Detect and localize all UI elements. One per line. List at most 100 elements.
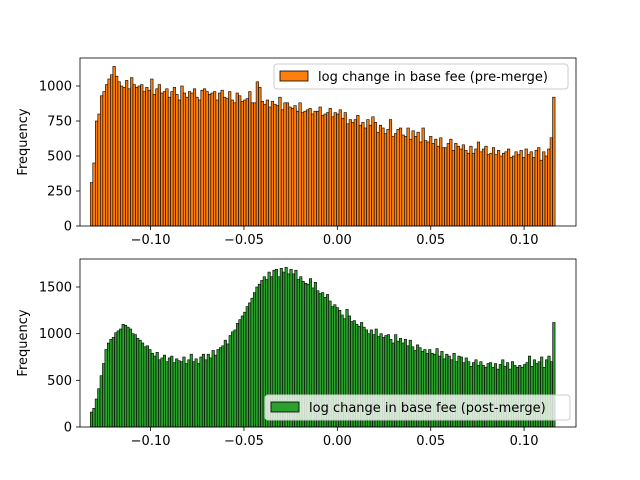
histogram-bar <box>223 339 227 428</box>
histogram-bar <box>280 109 285 227</box>
histogram-bar <box>107 78 111 227</box>
histogram-bar <box>326 112 330 227</box>
histogram-bar <box>527 154 531 227</box>
histogram-bar <box>177 360 181 428</box>
histogram-bar <box>97 113 101 227</box>
histogram-bar <box>371 116 375 227</box>
histogram-bar <box>401 134 405 227</box>
histogram-bar <box>205 91 209 227</box>
histogram-bar <box>109 338 113 428</box>
legend: log change in base fee (post-merge) <box>264 394 571 421</box>
histogram-bar <box>469 145 473 227</box>
histogram-bar <box>132 84 136 227</box>
x-tick-label: 0.10 <box>510 434 539 449</box>
histogram-bar <box>119 328 123 428</box>
histogram-bar <box>94 398 98 428</box>
histogram-bar <box>142 91 146 227</box>
histogram-bar <box>446 143 450 227</box>
histogram-bar <box>221 345 225 428</box>
histogram-bar <box>240 315 244 428</box>
x-tick-label: 0.05 <box>416 434 445 449</box>
histogram-bar <box>102 363 106 428</box>
histogram-bar <box>253 292 257 428</box>
y-tick-label: 0 <box>64 421 72 436</box>
histogram-bar <box>140 84 144 227</box>
histogram-bar <box>208 94 212 227</box>
histogram-bar <box>393 133 398 227</box>
histogram-bar <box>388 119 393 227</box>
histogram-bar <box>170 355 174 428</box>
histogram-bar <box>542 151 546 227</box>
histogram-bar <box>353 119 357 227</box>
histogram-bar <box>366 119 370 227</box>
histogram-bar <box>167 357 171 428</box>
histogram-bar <box>311 113 315 227</box>
histogram-bar <box>293 105 297 227</box>
histogram-bar <box>532 157 536 227</box>
histogram-bar <box>143 346 147 428</box>
subplot-2: −0.10 −0.05 0.00 0.05 0.10 0 500 1000 1500 Freque… <box>16 258 577 449</box>
y-tick-label: 1500 <box>39 281 72 296</box>
histogram-bar <box>288 106 292 227</box>
histogram-bar <box>278 96 282 227</box>
histogram-bar <box>128 328 132 428</box>
histogram-bar <box>331 116 335 227</box>
histogram-bar <box>148 349 152 428</box>
histogram-bar <box>316 110 320 227</box>
histogram-bar <box>177 99 182 227</box>
histogram-bar <box>250 297 254 428</box>
histogram-bar <box>110 74 114 227</box>
histogram-bar <box>162 91 166 227</box>
histogram-bar <box>260 101 264 227</box>
histogram-bar <box>235 323 240 428</box>
histogram-bar <box>253 102 257 227</box>
histogram-bar <box>496 150 501 227</box>
histogram-bar <box>167 96 171 227</box>
histogram-bar <box>147 89 151 227</box>
histogram-bar <box>192 88 197 227</box>
histogram-bar <box>318 106 322 227</box>
histogram-bar <box>537 147 541 227</box>
y-axis-label: Frequency <box>16 309 31 376</box>
y-tick-label: 250 <box>47 185 72 200</box>
histogram-bar <box>105 84 109 227</box>
histogram-bar <box>424 140 428 227</box>
histogram-bar <box>215 99 219 227</box>
histogram-bar <box>524 148 528 227</box>
histogram-bar <box>187 91 192 227</box>
histogram-bar <box>199 356 203 428</box>
histogram-bar <box>255 81 259 227</box>
histogram-bar <box>170 91 174 227</box>
histogram-bar <box>165 361 169 428</box>
histogram-bar <box>175 358 179 428</box>
x-tick-label: −0.05 <box>224 233 264 248</box>
histogram-bar <box>419 141 423 227</box>
histogram-bar <box>507 148 511 227</box>
y-tick-label: 500 <box>47 374 72 389</box>
histogram-bar <box>172 87 176 227</box>
histogram-bar <box>120 85 124 227</box>
histogram-bar <box>439 137 443 227</box>
histogram-bar <box>466 152 470 227</box>
histogram-bar <box>456 145 460 227</box>
histogram-bar <box>218 92 222 227</box>
histogram-bar <box>333 112 337 227</box>
histogram-bar <box>117 81 121 227</box>
histogram-bar <box>231 331 235 428</box>
legend-swatch <box>270 401 300 413</box>
histogram-bar <box>429 136 433 227</box>
histogram-bar <box>260 280 264 428</box>
histogram-bar <box>150 78 154 227</box>
histogram-bar <box>228 335 232 428</box>
histogram-bar <box>381 127 385 227</box>
y-tick-label: 0 <box>64 220 72 235</box>
histogram-bar <box>160 92 164 227</box>
histogram-bar <box>464 150 468 227</box>
histogram-bar <box>263 103 267 227</box>
histogram-bar <box>499 155 503 227</box>
histogram-bar <box>145 345 149 428</box>
histogram-bar <box>114 332 118 428</box>
histogram-bar <box>549 137 553 227</box>
histogram-bar <box>240 101 244 227</box>
